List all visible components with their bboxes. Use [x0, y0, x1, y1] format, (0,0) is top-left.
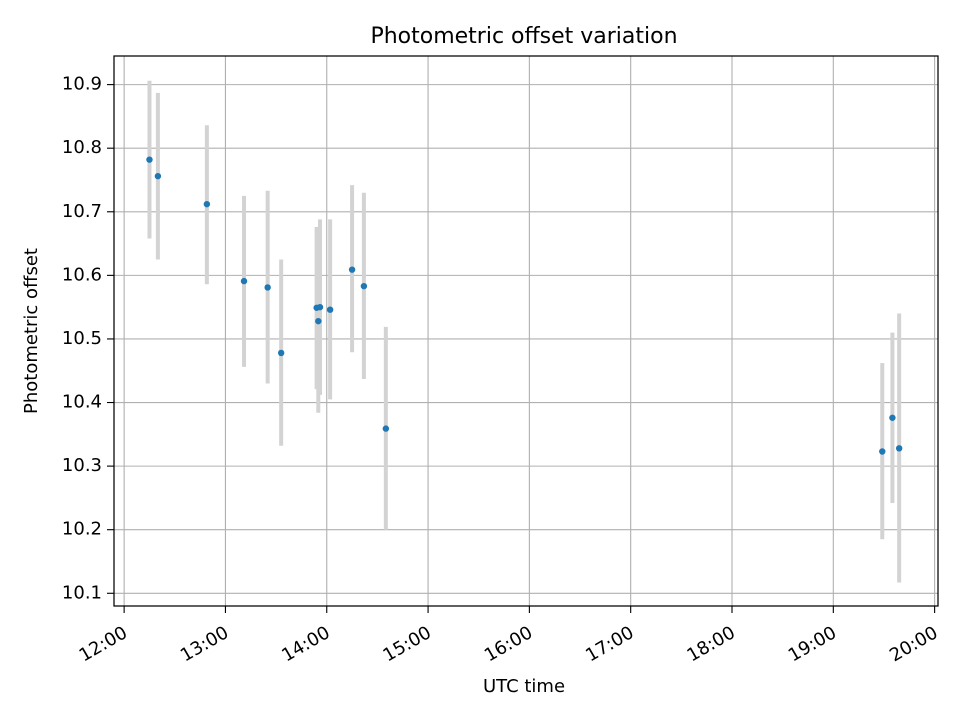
- data-points: [146, 156, 903, 455]
- chart-title: Photometric offset variation: [370, 24, 677, 49]
- data-point: [154, 172, 162, 180]
- y-tick-label: 10.2: [62, 519, 102, 540]
- data-point: [146, 156, 153, 163]
- x-axis-label: UTC time: [483, 676, 565, 697]
- grid-lines: [114, 56, 938, 606]
- y-tick-label: 10.4: [62, 392, 102, 413]
- y-axis-label: Photometric offset: [21, 248, 42, 414]
- y-tick-label: 10.3: [62, 455, 102, 476]
- data-point: [326, 306, 334, 313]
- data-point: [879, 448, 886, 455]
- data-point: [348, 266, 356, 273]
- data-point: [277, 349, 285, 357]
- plot-frame: [113, 55, 939, 607]
- y-tick-label: 10.6: [62, 264, 102, 285]
- y-tick-label: 10.1: [62, 582, 102, 603]
- data-point: [889, 414, 896, 421]
- data-point: [264, 284, 271, 291]
- data-point: [382, 425, 390, 432]
- data-point: [203, 200, 211, 208]
- data-point: [316, 303, 324, 311]
- data-point: [240, 277, 248, 285]
- y-tick-label: 10.5: [62, 328, 102, 349]
- y-tick-label: 10.9: [62, 74, 102, 95]
- y-tick-label: 10.8: [62, 137, 102, 158]
- y-tick-label: 10.7: [62, 201, 102, 222]
- data-point: [360, 282, 368, 290]
- data-point: [895, 445, 903, 452]
- data-point: [315, 317, 322, 325]
